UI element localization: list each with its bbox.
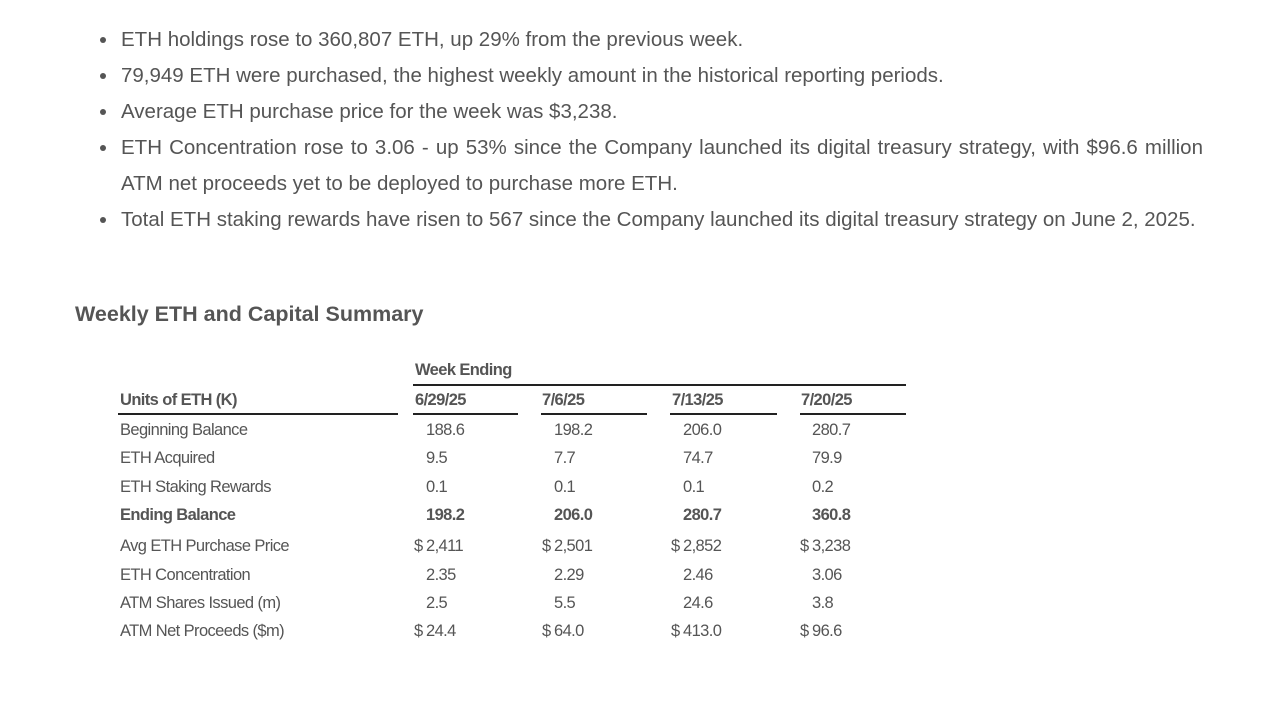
row-label: ETH Staking Rewards	[120, 478, 272, 496]
bullet-text: 79,949 ETH were purchased, the highest w…	[121, 64, 944, 87]
cell-value: 96.6	[812, 622, 842, 640]
table-cell: 3.8	[812, 594, 834, 612]
table-cell: 2.29	[554, 566, 584, 584]
list-item: ETH holdings rose to 360,807 ETH, up 29%…	[100, 22, 1203, 58]
section-title: Weekly ETH and Capital Summary	[75, 302, 424, 326]
column-header: 7/6/25	[542, 391, 585, 409]
currency-symbol: $	[671, 622, 680, 640]
table-cell: 79.9	[812, 449, 842, 467]
table-cell: 74.7	[683, 449, 713, 467]
table-cell: 206.0	[683, 421, 722, 439]
table-cell: 206.0	[554, 506, 593, 524]
bullet-text: Average ETH purchase price for the week …	[121, 100, 618, 123]
column-header: 7/20/25	[801, 391, 852, 409]
table-cell: 24.6	[683, 594, 713, 612]
table-cell: $2,501	[542, 536, 593, 556]
row-label: Beginning Balance	[120, 421, 248, 439]
table-cell: $96.6	[800, 621, 842, 641]
bullet-icon	[100, 37, 106, 43]
table-cell: 7.7	[554, 449, 576, 467]
table-cell: $3,238	[800, 536, 851, 556]
currency-symbol: $	[414, 622, 423, 640]
table-cell: $24.4	[414, 621, 456, 641]
row-label: ETH Acquired	[120, 449, 215, 467]
list-item: Total ETH staking rewards have risen to …	[100, 202, 1203, 238]
table-cell: $2,411	[414, 536, 464, 556]
table-cell: 0.1	[683, 478, 705, 496]
currency-symbol: $	[800, 622, 809, 640]
highlights-list: ETH holdings rose to 360,807 ETH, up 29%…	[100, 22, 1203, 238]
bullet-text: Total ETH staking rewards have risen to …	[121, 208, 1196, 231]
row-label: Avg ETH Purchase Price	[120, 537, 290, 555]
row-label: ATM Shares Issued (m)	[120, 594, 281, 612]
table-cell: 198.2	[426, 506, 465, 524]
row-header-label: Units of ETH (K)	[120, 391, 237, 409]
cell-value: 2,411	[426, 537, 464, 555]
bullet-icon	[100, 145, 106, 151]
bullet-icon	[100, 217, 106, 223]
currency-symbol: $	[671, 537, 680, 555]
cell-value: 2,501	[554, 537, 593, 555]
row-label: ATM Net Proceeds ($m)	[120, 622, 285, 640]
table-cell: 280.7	[812, 421, 851, 439]
cell-value: 24.4	[426, 622, 456, 640]
table-cell: $64.0	[542, 621, 584, 641]
column-header: 7/13/25	[672, 391, 723, 409]
cell-value: 413.0	[683, 622, 722, 640]
week-ending-header: Week Ending	[415, 361, 512, 379]
table-cell: 2.46	[683, 566, 713, 584]
header-rule	[541, 413, 647, 415]
currency-symbol: $	[414, 537, 423, 555]
table-cell: 2.35	[426, 566, 456, 584]
row-label: Ending Balance	[120, 506, 236, 524]
table-cell: 0.1	[554, 478, 576, 496]
currency-symbol: $	[542, 622, 551, 640]
currency-symbol: $	[542, 537, 551, 555]
cell-value: 3,238	[812, 537, 851, 555]
table-cell: 280.7	[683, 506, 722, 524]
bullet-icon	[100, 73, 106, 79]
row-label: ETH Concentration	[120, 566, 251, 584]
table-cell: 0.1	[426, 478, 448, 496]
list-item: 79,949 ETH were purchased, the highest w…	[100, 58, 1203, 94]
header-rule	[670, 413, 777, 415]
table-cell: 2.5	[426, 594, 448, 612]
list-item: ETH Concentration rose to 3.06 - up 53% …	[100, 130, 1203, 202]
table-cell: 3.06	[812, 566, 842, 584]
group-header-rule	[413, 384, 906, 386]
table-cell: 9.5	[426, 449, 448, 467]
header-rule	[413, 413, 518, 415]
table-cell: $413.0	[671, 621, 722, 641]
bullet-text: ETH holdings rose to 360,807 ETH, up 29%…	[121, 28, 744, 51]
table-cell: 0.2	[812, 478, 834, 496]
column-header: 6/29/25	[415, 391, 466, 409]
table-cell: $2,852	[671, 536, 722, 556]
table-cell: 188.6	[426, 421, 465, 439]
bullet-text: ETH Concentration rose to 3.06 - up 53% …	[121, 136, 1203, 195]
header-rule	[800, 413, 906, 415]
table-cell: 198.2	[554, 421, 593, 439]
currency-symbol: $	[800, 537, 809, 555]
table-cell: 360.8	[812, 506, 851, 524]
cell-value: 64.0	[554, 622, 584, 640]
cell-value: 2,852	[683, 537, 722, 555]
list-item: Average ETH purchase price for the week …	[100, 94, 1203, 130]
header-rule	[118, 413, 398, 415]
table-cell: 5.5	[554, 594, 576, 612]
bullet-icon	[100, 109, 106, 115]
